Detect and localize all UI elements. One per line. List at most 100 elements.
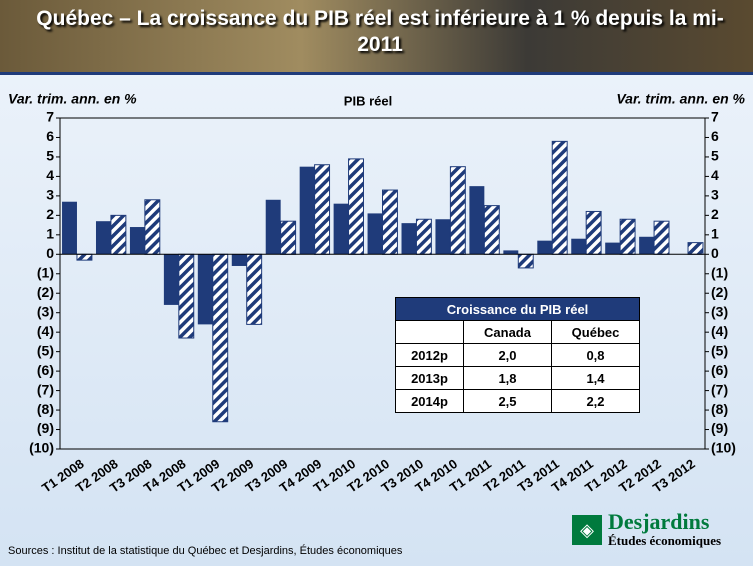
bar [231,254,247,266]
bar [299,166,315,255]
y-tick-label: 0 [46,245,54,261]
y-tick-label: (2) [37,284,54,300]
bar [537,240,553,255]
source: Sources : Institut de la statistique du … [8,545,403,557]
bar [348,158,364,255]
y-tick-label: (8) [37,401,54,417]
bar [144,199,161,255]
logo: ◈ Desjardins Études économiques [572,511,721,549]
bar [280,220,297,255]
bar [551,140,568,255]
bar [76,253,93,261]
table-cell: 1,8 [463,366,552,390]
plot-area [59,117,706,450]
table-row: 2013p 1,8 1,4 [395,366,640,390]
table-cell: 2014p [395,389,464,413]
table-cell: 1,4 [551,366,640,390]
y2-tick-label: 4 [711,167,719,183]
y-axis-title: Var. trim. ann. en % [8,91,137,107]
y2-tick-label: 6 [711,128,719,144]
y2-tick-label: (7) [711,381,728,397]
bar [571,238,587,255]
y-tick-label: (7) [37,381,54,397]
y-tick-label: 3 [46,187,54,203]
bar [435,219,451,255]
y2-tick-label: (5) [711,342,728,358]
y-tick-label: 4 [46,167,54,183]
table-corner [395,320,464,344]
bar [95,221,111,255]
header: Québec – La croissance du PIB réel est i… [0,0,753,75]
bar [382,189,398,255]
y2-tick-label: 3 [711,187,719,203]
y-tick-label: (1) [37,264,54,280]
table-cell: 2012p [395,343,464,367]
bar [605,242,621,255]
y-tick-label: (3) [37,303,54,319]
bar [314,164,331,255]
bar [449,166,466,255]
y2-tick-label: (9) [711,420,728,436]
table-row: 2014p 2,5 2,2 [395,389,640,413]
y-tick-label: 7 [46,109,54,125]
bar [653,220,670,255]
bar [62,201,77,255]
bar [585,210,602,255]
y-tick-label: 5 [46,148,54,164]
y2-axis-title: Var. trim. ann. en % [616,91,745,107]
bar [333,203,349,255]
bar [469,186,485,255]
bar [265,199,281,255]
table-cell: 2,2 [551,389,640,413]
bar [415,218,432,255]
table-cell: 0,8 [551,343,640,367]
y-tick-label: 2 [46,206,54,222]
bar [639,236,655,255]
bar [517,253,534,269]
table-cell: 2013p [395,366,464,390]
bar [246,253,263,325]
bar [110,214,127,255]
y2-tick-label: (8) [711,401,728,417]
y-tick-label: 6 [46,128,54,144]
y2-tick-label: 1 [711,226,719,242]
y-tick-label: (6) [37,362,54,378]
bar [197,254,213,325]
bar [163,254,179,305]
bar [178,253,195,339]
y2-tick-label: (1) [711,264,728,280]
chart-title: Québec – La croissance du PIB réel est i… [36,7,724,56]
bar [619,218,636,255]
bar [212,253,229,423]
forecast-table: Croissance du PIB réel Canada Québec 2012p 2… [395,297,640,413]
table-row: 2012p 2,0 0,8 [395,343,640,367]
y2-tick-label: 7 [711,109,719,125]
y-tick-label: (10) [29,440,54,456]
y2-tick-label: (2) [711,284,728,300]
logo-name: Desjardins [608,509,710,534]
y-tick-label: (9) [37,420,54,436]
y-tick-label: (4) [37,323,54,339]
y-tick-label: 1 [46,226,54,242]
bar [367,213,383,255]
y2-tick-label: 2 [711,206,719,222]
table-cell: 2,0 [463,343,552,367]
logo-icon: ◈ [572,515,602,545]
y-tick-label: (5) [37,342,54,358]
logo-tagline: Études économiques [608,533,722,548]
table-column-header: Québec [551,320,640,344]
bar [687,242,704,255]
y2-tick-label: (6) [711,362,728,378]
y2-tick-label: (3) [711,303,728,319]
table-header-row: Canada Québec [395,320,640,344]
y2-tick-label: 5 [711,148,719,164]
bar [503,250,519,255]
y2-tick-label: 0 [711,245,719,261]
bar [129,227,145,255]
table-title: Croissance du PIB réel [395,297,640,321]
table-title-row: Croissance du PIB réel [395,297,640,321]
y2-tick-label: (10) [711,440,736,456]
y2-tick-label: (4) [711,323,728,339]
